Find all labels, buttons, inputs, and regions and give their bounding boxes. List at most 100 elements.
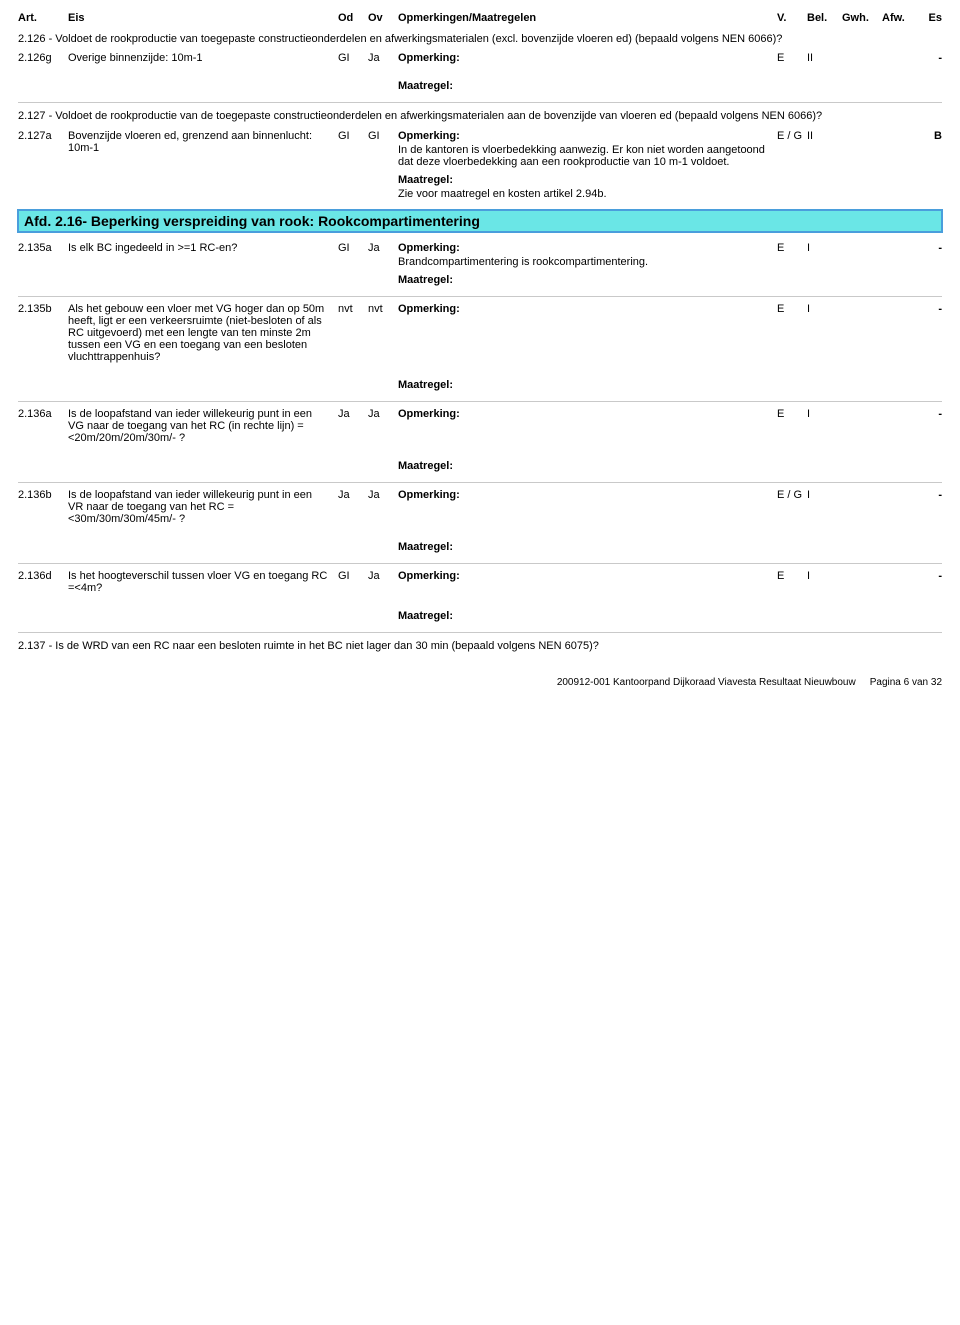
col-bel-header: Bel.: [807, 12, 842, 24]
row-2-136a: 2.136a Is de loopafstand van ieder wille…: [18, 408, 942, 444]
separator: [18, 401, 942, 402]
row-2-136b: 2.136b Is de loopafstand van ieder wille…: [18, 489, 942, 525]
es-value: -: [917, 303, 942, 315]
v-value: E / G: [777, 130, 807, 142]
bel-value: II: [807, 52, 842, 64]
col-v-header: V.: [777, 12, 807, 24]
od-value: GI: [338, 130, 368, 142]
afw-value: [882, 303, 917, 315]
section-heading-2-16: Afd. 2.16- Beperking verspreiding van ro…: [18, 210, 942, 232]
bel-value: I: [807, 570, 842, 582]
maatregel-label: Maatregel:: [398, 541, 942, 553]
col-eis-header: Eis: [68, 12, 338, 24]
eis-value: Is elk BC ingedeeld in >=1 RC-en?: [68, 242, 338, 254]
opmerking-text: Brandcompartimentering is rookcompartime…: [398, 256, 771, 268]
col-od-header: Od: [338, 12, 368, 24]
maatregel-label: Maatregel:: [398, 174, 771, 186]
row-2-127a: 2.127a Bovenzijde vloeren ed, grenzend a…: [18, 130, 942, 200]
opmerking-text: In de kantoren is vloerbedekking aanwezi…: [398, 144, 771, 168]
eis-value: Is het hoogteverschil tussen vloer VG en…: [68, 570, 338, 594]
art-value: 2.135a: [18, 242, 68, 254]
afw-value: [882, 242, 917, 254]
art-value: 2.135b: [18, 303, 68, 315]
separator: [18, 563, 942, 564]
gwh-value: [842, 489, 882, 501]
v-value: E: [777, 303, 807, 315]
gwh-value: [842, 303, 882, 315]
row-2-136d: 2.136d Is het hoogteverschil tussen vloe…: [18, 570, 942, 594]
gwh-value: [842, 408, 882, 420]
v-value: E / G: [777, 489, 807, 501]
row-2-135b: 2.135b Als het gebouw een vloer met VG h…: [18, 303, 942, 363]
ov-value: GI: [368, 130, 398, 142]
separator: [18, 296, 942, 297]
afw-value: [882, 408, 917, 420]
row-2-135a: 2.135a Is elk BC ingedeeld in >=1 RC-en?…: [18, 242, 942, 286]
eis-value: Bovenzijde vloeren ed, grenzend aan binn…: [68, 130, 338, 154]
bel-value: I: [807, 242, 842, 254]
afw-value: [882, 52, 917, 64]
eis-value: Is de loopafstand van ieder willekeurig …: [68, 408, 338, 444]
opmerking-label: Opmerking:: [398, 489, 460, 501]
col-art-header: Art.: [18, 12, 68, 24]
separator: [18, 102, 942, 103]
v-value: E: [777, 408, 807, 420]
ov-value: Ja: [368, 570, 398, 582]
es-value: -: [917, 489, 942, 501]
opmerking-label: Opmerking:: [398, 303, 460, 315]
col-gwh-header: Gwh.: [842, 12, 882, 24]
footer-doc: 200912-001 Kantoorpand Dijkoraad Viavest…: [557, 677, 856, 688]
v-value: E: [777, 52, 807, 64]
od-value: nvt: [338, 303, 368, 315]
es-value: -: [917, 570, 942, 582]
afw-value: [882, 130, 917, 142]
gwh-value: [842, 570, 882, 582]
bel-value: I: [807, 489, 842, 501]
ov-value: Ja: [368, 242, 398, 254]
v-value: E: [777, 242, 807, 254]
art-value: 2.136a: [18, 408, 68, 420]
eis-value: Is de loopafstand van ieder willekeurig …: [68, 489, 338, 525]
col-ov-header: Ov: [368, 12, 398, 24]
section-2-127-text: 2.127 - Voldoet de rookproductie van de …: [18, 109, 942, 123]
art-value: 2.136b: [18, 489, 68, 501]
bel-value: I: [807, 408, 842, 420]
od-value: GI: [338, 52, 368, 64]
art-value: 2.127a: [18, 130, 68, 142]
ov-value: nvt: [368, 303, 398, 315]
page-footer: 200912-001 Kantoorpand Dijkoraad Viavest…: [0, 671, 960, 694]
opmerking-label: Opmerking:: [398, 408, 460, 420]
maatregel-label: Maatregel:: [398, 610, 942, 622]
es-value: -: [917, 408, 942, 420]
maatregel-label: Maatregel:: [398, 460, 942, 472]
maatregel-label: Maatregel:: [398, 379, 942, 391]
footer-page: Pagina 6 van 32: [870, 677, 942, 688]
od-value: GI: [338, 570, 368, 582]
od-value: Ja: [338, 408, 368, 420]
row-2-126g: 2.126g Overige binnenzijde: 10m-1 GI Ja …: [18, 52, 942, 64]
section-2-126-text: 2.126 - Voldoet de rookproductie van toe…: [18, 32, 942, 46]
bel-value: I: [807, 303, 842, 315]
afw-value: [882, 489, 917, 501]
v-value: E: [777, 570, 807, 582]
maatregel-label: Maatregel:: [398, 80, 942, 92]
opmerking-label: Opmerking:: [398, 130, 460, 142]
gwh-value: [842, 130, 882, 142]
separator: [18, 482, 942, 483]
gwh-value: [842, 242, 882, 254]
od-value: GI: [338, 242, 368, 254]
eis-value: Overige binnenzijde: 10m-1: [68, 52, 338, 64]
art-value: 2.126g: [18, 52, 68, 64]
art-value: 2.136d: [18, 570, 68, 582]
col-es-header: Es: [917, 12, 942, 24]
maatregel-label: Maatregel:: [398, 274, 771, 286]
es-value: -: [917, 242, 942, 254]
od-value: Ja: [338, 489, 368, 501]
bel-value: II: [807, 130, 842, 142]
es-value: -: [917, 52, 942, 64]
es-value: B: [917, 130, 942, 142]
section-2-137-text: 2.137 - Is de WRD van een RC naar een be…: [18, 639, 942, 653]
eis-value: Als het gebouw een vloer met VG hoger da…: [68, 303, 338, 363]
afw-value: [882, 570, 917, 582]
ov-value: Ja: [368, 489, 398, 501]
